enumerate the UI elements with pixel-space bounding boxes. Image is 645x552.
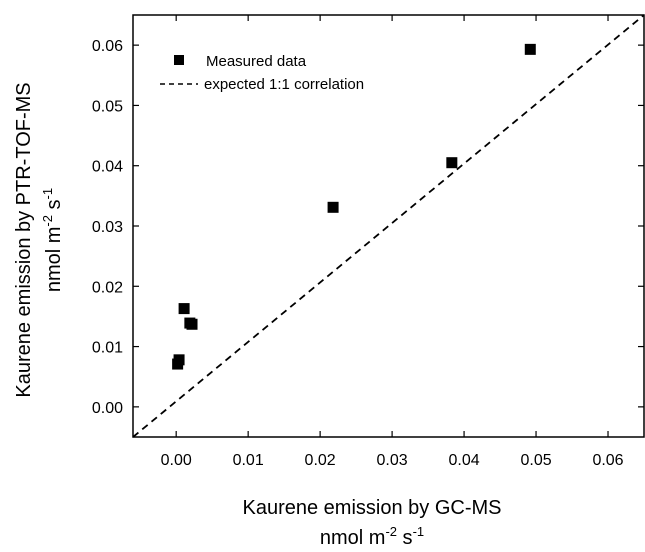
y-tick-label: 0.02 xyxy=(92,279,123,296)
legend-square-marker xyxy=(174,55,184,65)
y-unit-exp1: -2 xyxy=(40,215,55,227)
y-axis-unit: nmol m-2 s-1 xyxy=(40,188,65,292)
y-tick-label: 0.06 xyxy=(92,38,123,55)
x-tick-label: 0.02 xyxy=(305,452,336,469)
x-tick-label: 0.06 xyxy=(592,452,623,469)
y-unit-base: nmol m xyxy=(43,227,65,293)
data-point xyxy=(524,43,536,55)
axis-ticks: 0.00 0.01 0.02 0.03 0.04 0.05 0.06 0.00 0.01 0.02… xyxy=(92,15,644,469)
x-tick-label: 0.00 xyxy=(161,452,192,469)
data-point xyxy=(186,318,198,330)
x-axis-title: Kaurene emission by GC-MS xyxy=(243,497,502,519)
y-tick-label: 0.05 xyxy=(92,98,123,115)
data-points xyxy=(172,43,536,370)
data-point xyxy=(173,354,185,366)
legend: Measured data expected 1:1 correlation xyxy=(160,53,364,93)
x-unit-base: nmol m xyxy=(320,527,386,549)
x-axis-unit: nmol m-2 s-1 xyxy=(320,524,424,549)
y-tick-label: 0.01 xyxy=(92,340,123,357)
y-tick-label: 0.00 xyxy=(92,400,123,417)
correlation-line xyxy=(132,14,645,438)
legend-label-measured: Measured data xyxy=(206,53,307,70)
x-tick-label: 0.04 xyxy=(449,452,480,469)
x-unit-exp2: -1 xyxy=(413,524,425,539)
y-unit-exp2: -1 xyxy=(40,188,55,200)
y-tick-label: 0.03 xyxy=(92,219,123,236)
y-axis-title: Kaurene emission by PTR-TOF-MS xyxy=(13,82,35,397)
data-point xyxy=(446,157,458,169)
legend-label-correlation: expected 1:1 correlation xyxy=(204,76,364,93)
x-tick-label: 0.03 xyxy=(377,452,408,469)
data-point xyxy=(327,201,339,213)
y-tick-label: 0.04 xyxy=(92,159,123,176)
x-tick-label: 0.01 xyxy=(233,452,264,469)
data-point xyxy=(178,303,190,315)
x-tick-label: 0.05 xyxy=(520,452,551,469)
y-unit-mid: s xyxy=(43,199,65,215)
x-unit-exp1: -2 xyxy=(385,524,397,539)
one-to-one-line xyxy=(132,14,645,438)
x-unit-mid: s xyxy=(397,527,413,549)
